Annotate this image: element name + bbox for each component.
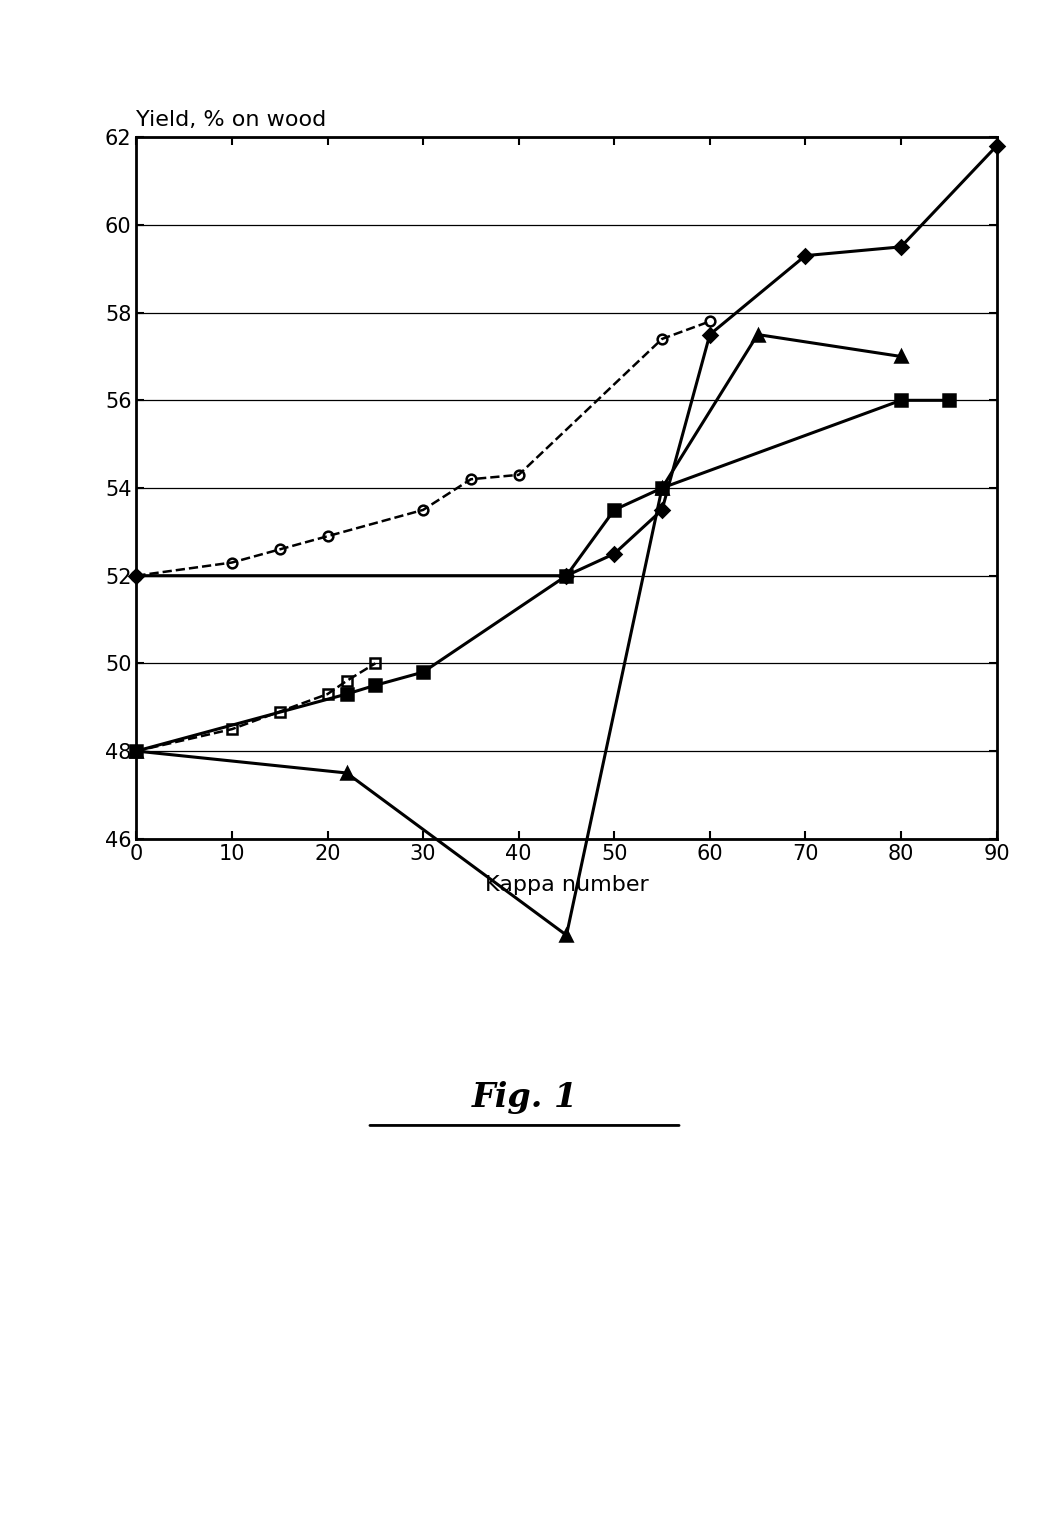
Text: Yield, % on wood: Yield, % on wood bbox=[136, 110, 326, 130]
Text: Fig. 1: Fig. 1 bbox=[471, 1081, 578, 1115]
X-axis label: Kappa number: Kappa number bbox=[485, 875, 648, 895]
